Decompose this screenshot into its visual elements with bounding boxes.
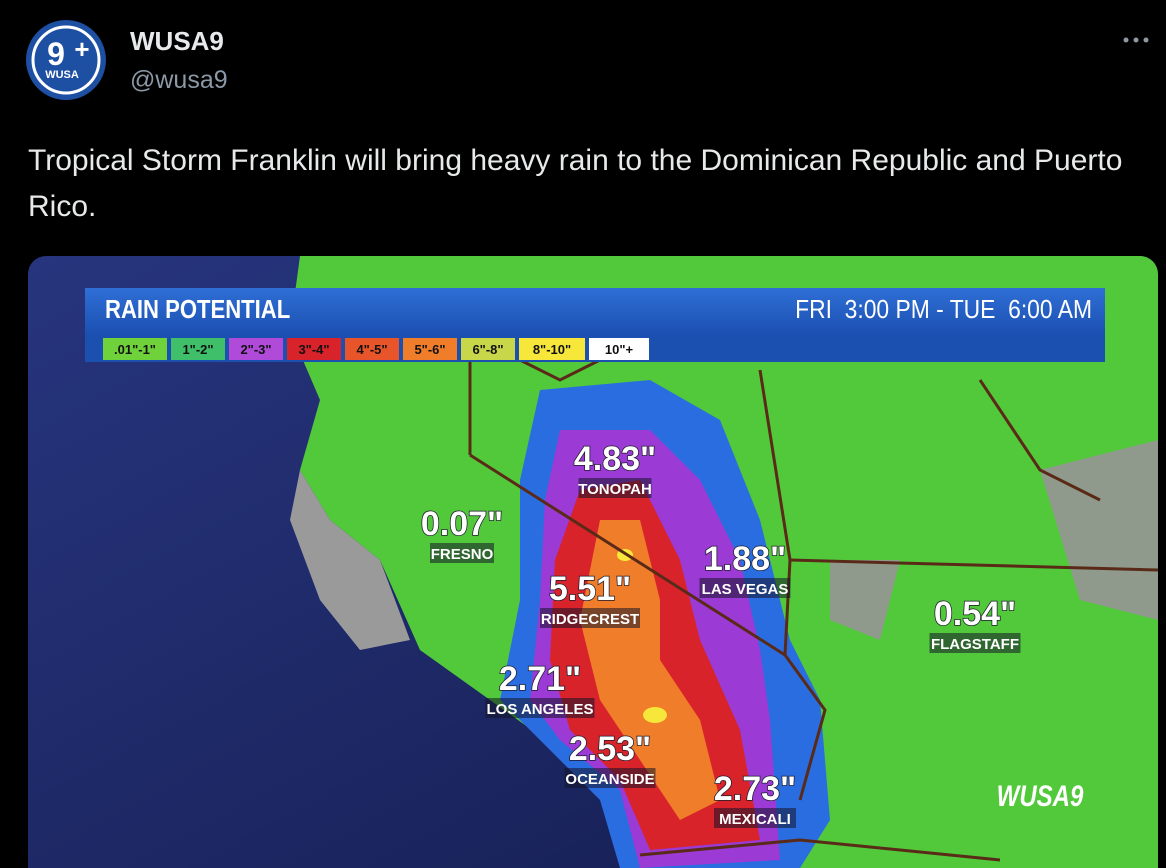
city-name: LAS VEGAS [702, 581, 789, 598]
legend-label: 3"-4" [298, 342, 329, 357]
city-name: FLAGSTAFF [931, 636, 1019, 653]
city-label: 2.71" LOS ANGELES [485, 659, 595, 718]
dot [1123, 37, 1129, 43]
legend-label: 4"-5" [356, 342, 387, 357]
rain-total: 2.53" [569, 730, 651, 768]
city-labels: 4.83" TONOPAH 0.07" FRESNO 1.88" LAS VEGAS 5.5… [420, 439, 1021, 828]
city-label: 0.54" FLAGSTAFF [929, 594, 1021, 653]
rain-yellow [643, 707, 667, 723]
terrain-gray [830, 440, 1158, 640]
map-graphic: RAIN POTENTIAL FRI 3:00 PM - TUE 6:00 AM… [28, 256, 1158, 868]
city-name-bg [714, 808, 796, 828]
author-name[interactable]: WUSA9 [130, 26, 224, 56]
rain-total: 4.83" [574, 440, 656, 478]
city-name-bg [699, 578, 791, 598]
legend-swatch [589, 338, 649, 360]
terrain-gray [290, 470, 410, 650]
legend-swatch [103, 338, 167, 360]
city-name-bg [430, 543, 494, 563]
legend-swatch [519, 338, 585, 360]
city-label: 1.88" LAS VEGAS [699, 539, 791, 598]
city-name: LOS ANGELES [487, 701, 594, 718]
rain-total: 5.51" [549, 570, 631, 608]
city-name: OCEANSIDE [565, 771, 654, 788]
legend-label: 10"+ [605, 342, 634, 357]
borders [468, 358, 1158, 862]
city-name-bg [540, 608, 640, 628]
city-label: 2.73" MEXICALI [713, 769, 797, 828]
legend-label: 8"-10" [533, 342, 571, 357]
legend-label: 1"-2" [182, 342, 213, 357]
city-label: 2.53" OCEANSIDE [564, 729, 656, 788]
rain-total: 1.88" [704, 540, 786, 578]
legend: .01"-1" 1"-2" 2"-3" 3"-4" 4"-5" 5"-6" 6"-8" 8"-… [103, 338, 649, 360]
rain-total: 2.71" [499, 660, 581, 698]
dot [1133, 37, 1139, 43]
city-name-bg [929, 633, 1021, 653]
watermark: WUSA9 [997, 778, 1084, 812]
author-handle[interactable]: @wusa9 [130, 66, 228, 94]
avatar-plus: + [74, 34, 89, 64]
time-range: FRI 3:00 PM - TUE 6:00 AM [795, 296, 1092, 325]
rain-total: 0.07" [421, 505, 503, 543]
city-name: RIDGECREST [541, 611, 639, 628]
legend-swatch [403, 338, 457, 360]
legend-swatch [229, 338, 283, 360]
legend-swatch [287, 338, 341, 360]
map-title: RAIN POTENTIAL [105, 295, 290, 324]
city-label: 4.83" TONOPAH [573, 439, 657, 498]
header-bar [85, 288, 1105, 336]
city-name: MEXICALI [719, 811, 791, 828]
city-name-bg [485, 698, 595, 718]
avatar-brand: WUSA [45, 69, 79, 81]
dot [1143, 37, 1149, 43]
city-name-bg [578, 478, 652, 498]
avatar-number: 9 [47, 36, 65, 72]
legend-label: 6"-8" [472, 342, 503, 357]
more-button[interactable] [1122, 34, 1158, 46]
legend-swatch [171, 338, 225, 360]
rain-orange [580, 520, 720, 820]
legend-swatch [461, 338, 515, 360]
city-name-bg [564, 768, 656, 788]
rain-total: 0.54" [934, 595, 1016, 633]
tweet-image[interactable]: RAIN POTENTIAL FRI 3:00 PM - TUE 6:00 AM… [28, 256, 1158, 868]
city-label: 5.51" RIDGECREST [540, 569, 640, 628]
tweet-text: Tropical Storm Franklin will bring heavy… [28, 144, 1123, 223]
legend-label: 5"-6" [414, 342, 445, 357]
legend-swatch [345, 338, 399, 360]
city-name: TONOPAH [578, 481, 652, 498]
avatar-bg [26, 20, 106, 100]
avatar[interactable]: 9 + WUSA [26, 20, 106, 100]
avatar-ring [31, 25, 101, 95]
city-label: 0.07" FRESNO [420, 504, 504, 563]
legend-label: 2"-3" [240, 342, 271, 357]
city-name: FRESNO [431, 546, 494, 563]
rain-total: 2.73" [714, 770, 796, 808]
legend-label: .01"-1" [114, 342, 156, 357]
